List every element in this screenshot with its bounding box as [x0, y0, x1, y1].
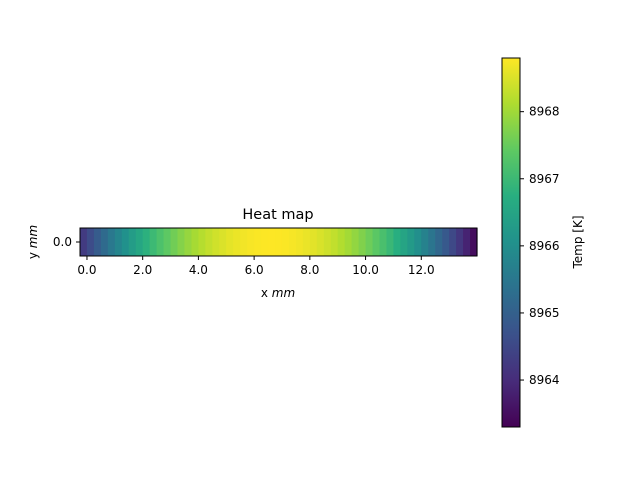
x-axis-ticks: 0.0 2.0 4.0 6.0 8.0 10.0 12.0 [77, 256, 435, 277]
heatmap-cell [205, 228, 213, 256]
heatmap-cell [275, 228, 283, 256]
colorbar-tick-label: 8965 [529, 306, 560, 320]
heatmap-cell [226, 228, 234, 256]
heatmap-cell [247, 228, 255, 256]
heatmap-cell [149, 228, 158, 256]
heatmap-cell [121, 228, 130, 256]
y-tick-label: 0.0 [53, 235, 72, 249]
heatmap-cell [435, 228, 443, 256]
heatmap-cell [177, 228, 186, 256]
heatmap-cell [198, 228, 206, 256]
heatmap-cell [309, 228, 318, 256]
heatmap-cell [114, 228, 123, 256]
heatmap-cell [358, 228, 367, 256]
heatmap-cell [86, 228, 95, 256]
x-tick-label: 2.0 [133, 263, 152, 277]
y-axis-label-unit: mm [26, 225, 40, 248]
heatmap-cell [254, 228, 262, 256]
heatmap-cell [219, 228, 227, 256]
heatmap-cell [240, 228, 248, 256]
x-tick-label: 10.0 [352, 263, 379, 277]
heatmap-cell [470, 228, 478, 256]
heatmap-cell [365, 228, 374, 256]
heatmap-cell [163, 228, 172, 256]
heatmap-cell [337, 228, 346, 256]
heatmap-cell [295, 228, 304, 256]
heatmap-cell [456, 228, 464, 256]
x-tick-label: 0.0 [77, 263, 96, 277]
heatmap-cell [393, 228, 401, 256]
heatmap-cell [93, 228, 102, 256]
heatmap-cell [379, 228, 388, 256]
heatmap-cell [421, 228, 429, 256]
heatmap-cell [80, 228, 88, 256]
heatmap-cell [128, 228, 137, 256]
heatmap-cell [302, 228, 311, 256]
heatmap-cell [107, 228, 116, 256]
heatmap-cell [351, 228, 360, 256]
heatmap-cell [428, 228, 436, 256]
heatmap-cell [233, 228, 241, 256]
heatmap-cell [268, 228, 276, 256]
colorbar-tick-label: 8966 [529, 239, 560, 253]
heatmap-cell [386, 228, 395, 256]
heatmap-cell [288, 228, 297, 256]
colorbar-label: Temp [K] [571, 215, 585, 269]
heatmap-cell [135, 228, 144, 256]
heatmap-cell [156, 228, 165, 256]
heatmap-cell [212, 228, 220, 256]
x-tick-label: 8.0 [300, 263, 319, 277]
x-axis-label-prefix: x [261, 286, 272, 300]
heatmap-cell [463, 228, 471, 256]
heatmap-cell [191, 228, 199, 256]
heatmap-cell [344, 228, 353, 256]
x-tick-label: 6.0 [245, 263, 264, 277]
heatmap-cells [80, 228, 478, 256]
x-tick-label: 4.0 [189, 263, 208, 277]
x-axis-label: x mm [261, 286, 295, 300]
y-axis-label: y mm [26, 225, 40, 259]
heatmap-cell [323, 228, 332, 256]
heatmap-cell [281, 228, 290, 256]
heatmap-cell [100, 228, 109, 256]
heatmap-cell [261, 228, 269, 256]
y-axis-label-prefix: y [26, 248, 40, 259]
heatmap-cell [449, 228, 457, 256]
x-axis-label-unit: mm [272, 286, 295, 300]
heatmap-cell [316, 228, 325, 256]
heatmap-cell [442, 228, 450, 256]
heatmap-cell [400, 228, 408, 256]
heatmap-cell [414, 228, 422, 256]
colorbar-tick-label: 8964 [529, 373, 560, 387]
colorbar-ticks: 8964 8965 8966 8967 8968 [520, 105, 560, 387]
x-tick-label: 12.0 [408, 263, 435, 277]
colorbar-tick-label: 8967 [529, 172, 560, 186]
heatmap-cell [372, 228, 381, 256]
chart-title: Heat map [242, 207, 313, 223]
colorbar-tick-label: 8968 [529, 105, 560, 119]
heatmap-cell [407, 228, 415, 256]
heatmap-cell [184, 228, 193, 256]
heatmap-cell [142, 228, 151, 256]
colorbar [501, 57, 521, 428]
heatmap-cell [330, 228, 339, 256]
y-axis-ticks: 0.0 [53, 235, 80, 249]
heatmap-cell [170, 228, 179, 256]
